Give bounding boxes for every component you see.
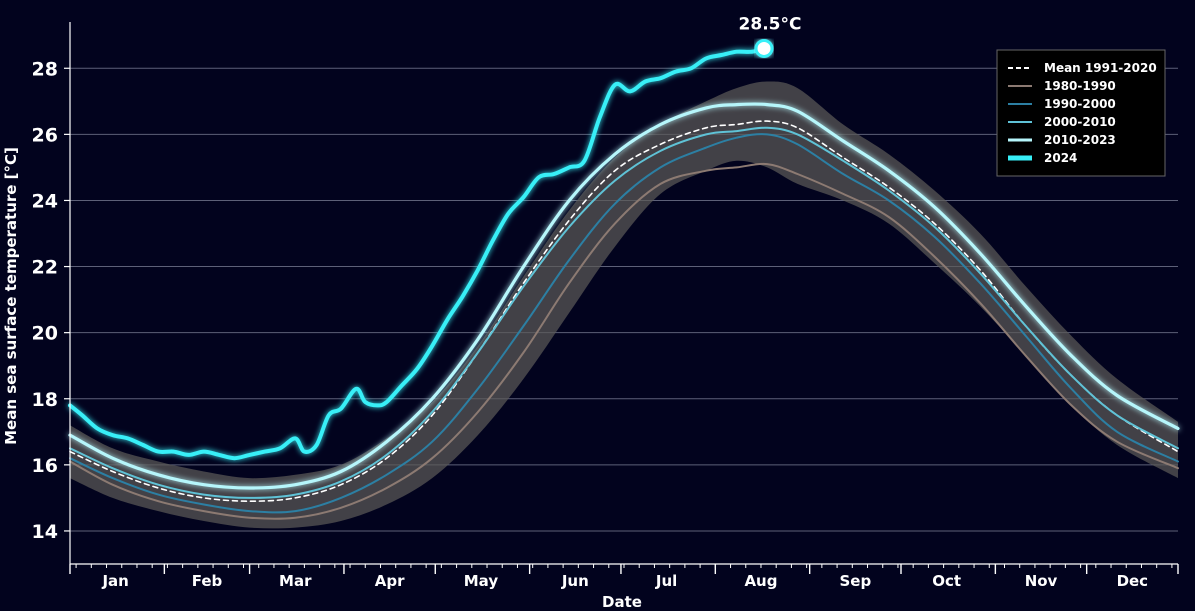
y-tick-label: 18 [32, 389, 58, 411]
x-tick-label: Nov [1025, 572, 1058, 590]
y-tick-label: 20 [32, 323, 58, 345]
y-tick-label: 22 [32, 257, 58, 279]
x-tick-label: Feb [192, 572, 223, 590]
x-tick-label: Sep [839, 572, 871, 590]
y-tick-label: 26 [32, 124, 58, 146]
legend: Mean 1991-2020 1980-1990 1990-2000 2000-201… [996, 49, 1166, 177]
x-tick-label: May [464, 572, 499, 590]
y-tick-label: 24 [32, 190, 58, 212]
legend-label: 2010-2023 [1044, 133, 1116, 147]
x-tick-label: Oct [932, 572, 961, 590]
x-tick-label: Jun [561, 572, 589, 590]
y-tick-label: 16 [32, 455, 58, 477]
y-axis-label: Mean sea surface temperature [°C] [2, 147, 20, 445]
legend-label: 2024 [1044, 151, 1077, 165]
y-tick-label: 14 [32, 521, 58, 543]
peak-annotation: 28.5°C [739, 14, 802, 58]
series-line-2010-2023 [68, 102, 1180, 490]
y-tick-label: 28 [32, 58, 58, 80]
x-tick-label: Dec [1117, 572, 1149, 590]
x-tick-label: Aug [744, 572, 777, 590]
series-line-1980-1990 [69, 162, 1179, 520]
x-tick-label: Jul [655, 572, 677, 590]
legend-label: 1990-2000 [1044, 97, 1116, 111]
series-line-mean-1991-2020 [69, 120, 1179, 502]
y-ticks: 14 16 18 20 22 24 26 28 [32, 58, 70, 543]
x-ticks: Jan Feb Mar Apr May Jun Jul Aug Sep Oct Nov Dec [69, 564, 1179, 590]
legend-box [996, 49, 1166, 177]
series-line-2000-2010 [69, 126, 1179, 499]
legend-label: 1980-1990 [1044, 79, 1116, 93]
x-tick-label: Apr [375, 572, 405, 590]
peak-label: 28.5°C [739, 14, 802, 34]
series-line-1990-2000 [69, 133, 1179, 514]
series-line-2024 [68, 46, 766, 461]
legend-label: Mean 1991-2020 [1044, 61, 1157, 75]
series-lines [68, 46, 1180, 520]
peak-marker [754, 38, 774, 58]
legend-label: 2000-2010 [1044, 115, 1116, 129]
range-band [70, 81, 1178, 529]
x-tick-label: Jan [101, 572, 128, 590]
range-band-area [70, 81, 1178, 529]
x-tick-label: Mar [279, 572, 312, 590]
x-axis-label: Date [602, 593, 642, 611]
